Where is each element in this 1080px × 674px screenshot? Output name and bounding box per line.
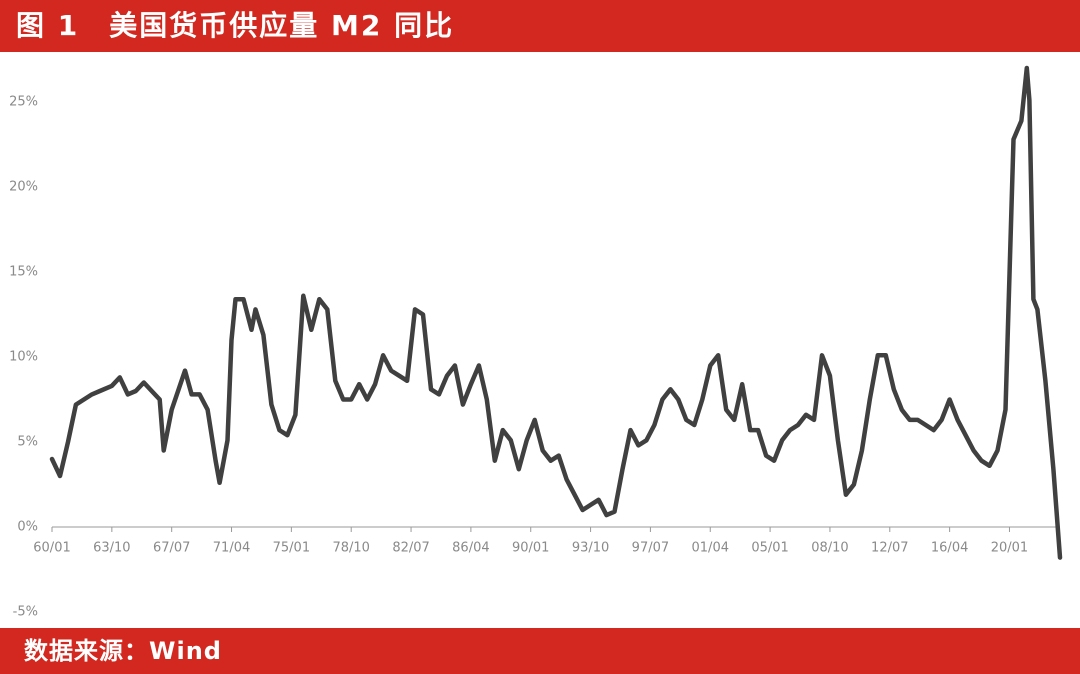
x-tick-label: 82/07 xyxy=(392,541,429,556)
y-tick-label: 25% xyxy=(9,95,38,110)
data-line xyxy=(49,65,1063,560)
x-tick-label: 20/01 xyxy=(991,541,1028,556)
x-tick-label: 71/04 xyxy=(213,541,250,556)
y-tick-label: 5% xyxy=(17,435,38,450)
x-tick-label: 63/10 xyxy=(93,541,130,556)
x-tick-label: 08/10 xyxy=(811,541,848,556)
x-tick-label: 12/07 xyxy=(871,541,908,556)
chart-title: 图 1 美国货币供应量 M2 同比 xyxy=(0,0,1080,52)
x-tick-label: 90/01 xyxy=(512,541,549,556)
y-tick-label: 0% xyxy=(17,520,38,535)
x-tick-label: 67/07 xyxy=(153,541,190,556)
x-tick-label: 78/10 xyxy=(332,541,369,556)
source-note: 数据来源：Wind xyxy=(0,628,1080,674)
x-tick-label: 93/10 xyxy=(572,541,609,556)
x-tick-label: 86/04 xyxy=(452,541,489,556)
y-tick-label: 10% xyxy=(9,350,38,365)
x-tick-label: 75/01 xyxy=(273,541,310,556)
chart: -5% 0% 5% 10% 15% 20% 25% 60/01 63/10 67/07 71/04 7… xyxy=(9,65,1063,620)
y-tick-label: 15% xyxy=(9,265,38,280)
x-tick-label: 16/04 xyxy=(931,541,968,556)
x-tick-label: 01/04 xyxy=(692,541,729,556)
x-tick-label: 05/01 xyxy=(751,541,788,556)
x-tick-label: 60/01 xyxy=(33,541,70,556)
y-tick-label: 20% xyxy=(9,180,38,195)
x-tick-label: 97/07 xyxy=(632,541,669,556)
y-tick-label: -5% xyxy=(13,605,38,620)
